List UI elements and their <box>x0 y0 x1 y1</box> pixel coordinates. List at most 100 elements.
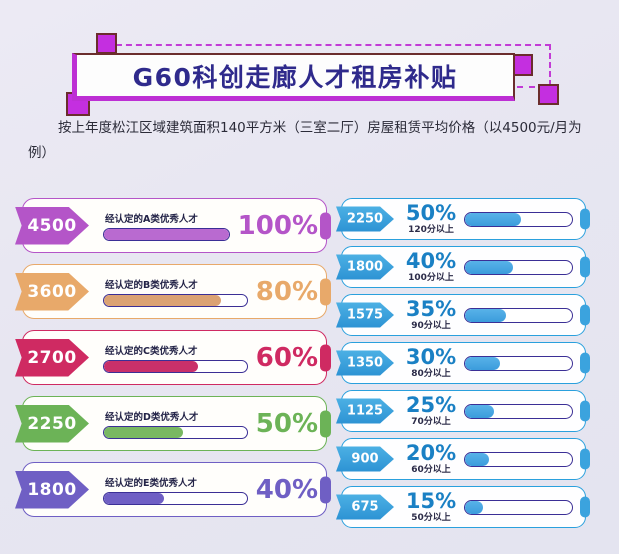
score-tier-card[interactable]: 675 15% 50分以上 <box>336 486 590 528</box>
score-threshold-label: 50分以上 <box>411 513 451 523</box>
subsidy-percent-value: 50% <box>255 408 318 439</box>
subsidy-percent-value: 40% <box>405 249 457 273</box>
score-threshold-label: 120分以上 <box>408 225 454 235</box>
card-text-group: 40% 100分以上 <box>402 251 460 283</box>
subsidy-percent-value: 25% <box>405 393 457 417</box>
subsidy-percent-value: 50% <box>405 201 457 225</box>
card-body: 经认定的B类优秀人才 80% <box>103 277 326 307</box>
talent-category-card[interactable]: 2700 经认定的C类优秀人才 60% <box>15 330 331 385</box>
subsidy-amount-badge: 1800 <box>336 254 394 280</box>
progress-wrap <box>460 259 585 275</box>
card-body-left: 经认定的D类优秀人才 <box>103 409 248 439</box>
subsidy-amount-badge: 1575 <box>336 302 394 328</box>
score-tier-card[interactable]: 1575 35% 90分以上 <box>336 294 590 336</box>
subsidy-amount-value: 1800 <box>27 479 77 500</box>
card-edge-tab <box>320 476 331 503</box>
subsidy-progress-track <box>103 227 230 241</box>
subsidy-amount-value: 2250 <box>27 413 77 434</box>
subsidy-amount-value: 3600 <box>27 281 77 302</box>
subsidy-amount-badge: 1350 <box>336 350 394 376</box>
card-edge-tab <box>320 410 331 437</box>
talent-category-card[interactable]: 1800 经认定的E类优秀人才 40% <box>15 462 331 517</box>
talent-category-label: 经认定的C类优秀人才 <box>105 345 198 357</box>
subsidy-percent-value: 100% <box>237 210 318 241</box>
card-text-group: 30% 80分以上 <box>402 347 460 379</box>
subsidy-amount-badge: 675 <box>336 494 394 520</box>
score-tier-card[interactable]: 1800 40% 100分以上 <box>336 246 590 288</box>
subsidy-progress-track <box>464 403 573 419</box>
subsidy-progress-track <box>103 359 248 373</box>
subsidy-percent-value: 15% <box>405 489 457 513</box>
progress-wrap <box>460 403 585 419</box>
score-threshold-label: 90分以上 <box>411 321 451 331</box>
card-edge-tab <box>580 352 590 374</box>
progress-wrap <box>460 211 585 227</box>
subsidy-percent-value: 20% <box>405 441 457 465</box>
subsidy-amount-value: 1350 <box>346 355 384 371</box>
card-edge-tab <box>580 400 590 422</box>
subsidy-amount-value: 4500 <box>27 215 77 236</box>
talent-category-card[interactable]: 4500 经认定的A类优秀人才 100% <box>15 198 331 253</box>
subsidy-progress-track <box>464 259 573 275</box>
card-edge-tab <box>580 448 590 470</box>
subsidy-amount-value: 900 <box>351 451 379 467</box>
subsidy-amount-value: 1125 <box>346 403 384 419</box>
subsidy-percent-value: 30% <box>405 345 457 369</box>
score-threshold-label: 80分以上 <box>411 369 451 379</box>
subsidy-amount-badge: 1800 <box>15 470 89 509</box>
score-tier-card[interactable]: 1350 30% 80分以上 <box>336 342 590 384</box>
card-body: 经认定的C类优秀人才 60% <box>103 343 326 373</box>
subsidy-amount-badge: 2700 <box>15 338 89 377</box>
talent-category-card[interactable]: 2250 经认定的D类优秀人才 50% <box>15 396 331 451</box>
talent-category-card[interactable]: 3600 经认定的B类优秀人才 80% <box>15 264 331 319</box>
subsidy-percent-value: 80% <box>255 276 318 307</box>
title-box: G60科创走廊人才租房补贴 <box>72 53 515 101</box>
title-dashed-stub <box>517 86 535 88</box>
subtitle-text: 按上年度松江区域建筑面积140平方米（三室二厅）房屋租赁平均价格（以4500元/… <box>28 120 582 161</box>
score-threshold-label: 100分以上 <box>408 273 454 283</box>
decorative-square-top-left <box>96 33 117 54</box>
card-body-left: 经认定的A类优秀人才 <box>103 211 230 241</box>
progress-wrap <box>460 355 585 371</box>
subsidy-progress-fill <box>465 212 521 226</box>
subsidy-progress-fill <box>465 356 501 370</box>
talent-category-label: 经认定的B类优秀人才 <box>105 279 198 291</box>
subsidy-progress-fill <box>465 308 506 322</box>
score-tier-card[interactable]: 2250 50% 120分以上 <box>336 198 590 240</box>
score-tier-card[interactable]: 1125 25% 70分以上 <box>336 390 590 432</box>
score-threshold-label: 70分以上 <box>411 417 451 427</box>
subsidy-progress-fill <box>465 500 484 514</box>
subsidy-amount-badge: 900 <box>336 446 394 472</box>
card-edge-tab <box>580 256 590 278</box>
subsidy-percent-value: 35% <box>405 297 457 321</box>
card-body-left: 经认定的B类优秀人才 <box>103 277 248 307</box>
subsidy-progress-track <box>103 293 248 307</box>
subsidy-progress-fill <box>465 404 494 418</box>
left-column-talent-categories: 4500 经认定的A类优秀人才 100% 3600 经认定的B类优秀人才 80% 2700 经… <box>15 198 331 528</box>
card-text-group: 50% 120分以上 <box>402 203 460 235</box>
decorative-square-bottom-right <box>538 84 559 105</box>
subsidy-progress-track <box>464 307 573 323</box>
subsidy-amount-value: 675 <box>351 499 379 515</box>
subsidy-progress-fill <box>104 294 222 306</box>
card-body: 经认定的A类优秀人才 100% <box>103 211 326 241</box>
subsidy-progress-track <box>464 211 573 227</box>
content-columns: 4500 经认定的A类优秀人才 100% 3600 经认定的B类优秀人才 80% 2700 经… <box>0 198 619 528</box>
subsidy-amount-value: 1800 <box>346 259 384 275</box>
card-edge-tab <box>580 496 590 518</box>
talent-category-label: 经认定的D类优秀人才 <box>105 411 199 423</box>
subsidy-progress-fill <box>104 426 183 438</box>
subsidy-progress-fill <box>465 260 514 274</box>
card-text-group: 15% 50分以上 <box>402 491 460 523</box>
subsidy-percent-value: 60% <box>255 342 318 373</box>
subsidy-amount-value: 2250 <box>346 211 384 227</box>
card-body: 经认定的D类优秀人才 50% <box>103 409 326 439</box>
card-text-group: 35% 90分以上 <box>402 299 460 331</box>
score-tier-card[interactable]: 900 20% 60分以上 <box>336 438 590 480</box>
card-edge-tab <box>320 344 331 371</box>
talent-category-label: 经认定的A类优秀人才 <box>105 213 198 225</box>
subsidy-progress-track <box>464 451 573 467</box>
subsidy-amount-value: 1575 <box>346 307 384 323</box>
score-threshold-label: 60分以上 <box>411 465 451 475</box>
subsidy-amount-badge: 2250 <box>15 404 89 443</box>
